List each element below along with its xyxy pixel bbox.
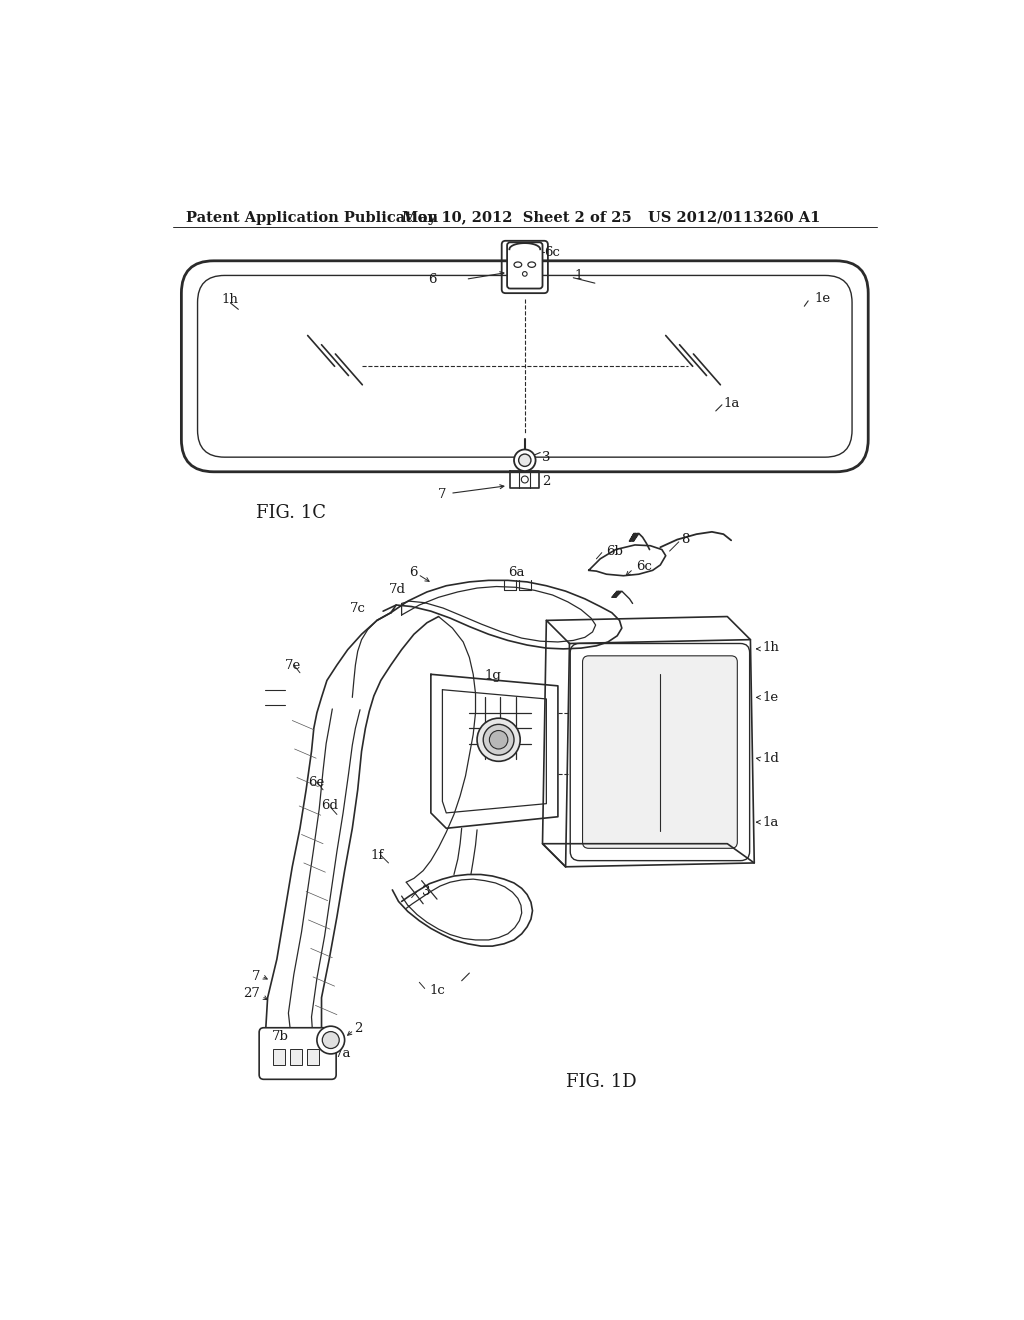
Text: 7: 7 xyxy=(252,970,260,982)
Text: 1h: 1h xyxy=(221,293,239,306)
Text: Patent Application Publication: Patent Application Publication xyxy=(186,211,438,224)
Bar xyxy=(307,1048,319,1065)
Text: 7e: 7e xyxy=(285,659,301,672)
Circle shape xyxy=(483,725,514,755)
Text: FIG. 1C: FIG. 1C xyxy=(256,504,326,521)
Text: 1h: 1h xyxy=(762,640,779,653)
Text: 27: 27 xyxy=(243,987,260,1001)
Text: 6b: 6b xyxy=(605,545,623,557)
Text: 1g: 1g xyxy=(484,669,502,682)
Text: 2: 2 xyxy=(542,475,550,488)
Text: 7b: 7b xyxy=(271,1030,289,1043)
FancyBboxPatch shape xyxy=(181,261,868,471)
Text: FIG. 1D: FIG. 1D xyxy=(565,1073,636,1092)
Bar xyxy=(273,1048,286,1065)
Text: 7a: 7a xyxy=(335,1047,351,1060)
Circle shape xyxy=(489,730,508,748)
Text: 7c: 7c xyxy=(350,602,366,615)
Circle shape xyxy=(514,449,536,471)
Ellipse shape xyxy=(514,261,521,268)
Text: 3: 3 xyxy=(542,450,550,463)
Text: 6a: 6a xyxy=(508,566,524,579)
Circle shape xyxy=(316,1026,345,1053)
Text: 1f: 1f xyxy=(371,849,384,862)
Text: 8: 8 xyxy=(681,533,689,546)
Text: 1c: 1c xyxy=(429,983,445,997)
Circle shape xyxy=(521,477,528,483)
FancyBboxPatch shape xyxy=(198,276,852,457)
Text: 6c: 6c xyxy=(636,560,651,573)
Text: 6: 6 xyxy=(410,566,418,579)
Text: 1d: 1d xyxy=(762,752,779,766)
Ellipse shape xyxy=(528,261,536,268)
FancyBboxPatch shape xyxy=(583,656,737,849)
Text: 6c: 6c xyxy=(544,246,560,259)
Text: 6: 6 xyxy=(428,273,437,286)
Text: 1: 1 xyxy=(574,269,583,282)
Circle shape xyxy=(522,272,527,276)
Bar xyxy=(290,1048,302,1065)
Text: 3: 3 xyxy=(422,884,430,898)
Text: 1e: 1e xyxy=(814,292,830,305)
Text: 6e: 6e xyxy=(307,776,324,788)
Text: US 2012/0113260 A1: US 2012/0113260 A1 xyxy=(648,211,820,224)
Text: 1e: 1e xyxy=(762,690,778,704)
Text: 1a: 1a xyxy=(724,397,739,409)
FancyBboxPatch shape xyxy=(570,644,750,861)
Text: 2: 2 xyxy=(354,1022,362,1035)
FancyBboxPatch shape xyxy=(259,1028,336,1080)
Text: 6d: 6d xyxy=(322,799,339,812)
Circle shape xyxy=(518,454,531,466)
Circle shape xyxy=(323,1032,339,1048)
Text: 7d: 7d xyxy=(388,583,406,597)
Text: May 10, 2012  Sheet 2 of 25: May 10, 2012 Sheet 2 of 25 xyxy=(402,211,632,224)
Text: 1a: 1a xyxy=(762,816,778,829)
Circle shape xyxy=(477,718,520,762)
FancyBboxPatch shape xyxy=(507,243,543,289)
Text: 7: 7 xyxy=(438,488,446,502)
